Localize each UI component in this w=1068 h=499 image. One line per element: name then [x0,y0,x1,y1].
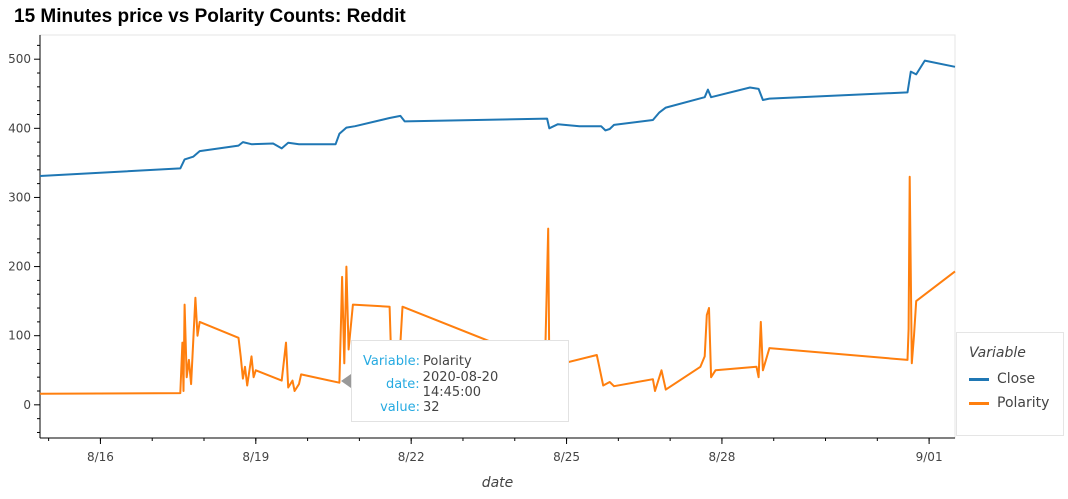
x-tick-label: 8/19 [242,450,269,464]
legend-title: Variable [969,345,1026,361]
tooltip-value-value: 32 [423,400,440,415]
legend-swatch-close [969,377,989,381]
x-tick-label: 8/16 [87,450,114,464]
legend: Variable Close Polarity [956,332,1064,436]
tooltip-row-variable: Variable: Polarity [360,350,560,373]
y-tick-label: 400 [8,121,31,135]
tooltip-row-date: date: 2020-08-20 14:45:00 [360,370,560,400]
x-tick-label: 8/25 [553,450,580,464]
chart-title: 15 Minutes price vs Polarity Counts: Red… [14,6,406,27]
legend-label-close: Close [997,371,1036,387]
series-line-polarity[interactable] [39,175,956,395]
tooltip-key-variable: Variable: [362,354,420,369]
tooltip-key-value: value: [380,400,420,415]
x-tick-label: 8/28 [708,450,735,464]
y-tick-label: 200 [8,260,31,274]
x-axis-title: date [482,475,514,491]
hover-tooltip: Variable: Polarity date: 2020-08-20 14:4… [351,340,569,422]
y-tick-label: 300 [8,190,31,204]
tooltip-pointer [341,374,351,388]
y-tick-label: 500 [8,52,31,66]
series-line-close[interactable] [39,59,956,177]
y-tick-label: 100 [8,329,31,343]
x-tick-label: 9/01 [916,450,943,464]
tooltip-value-variable: Polarity [423,354,472,369]
tooltip-value-date: 2020-08-20 14:45:00 [422,369,499,400]
x-tick-label: 8/22 [398,450,425,464]
legend-item-close[interactable]: Close [969,367,1053,391]
tooltip-row-value: value: 32 [360,396,560,419]
tooltip-key-date: date: [385,377,420,392]
legend-label-polarity: Polarity [997,395,1050,411]
y-tick-label: 0 [23,398,31,412]
legend-swatch-polarity [969,401,989,405]
legend-item-polarity[interactable]: Polarity [969,391,1053,415]
